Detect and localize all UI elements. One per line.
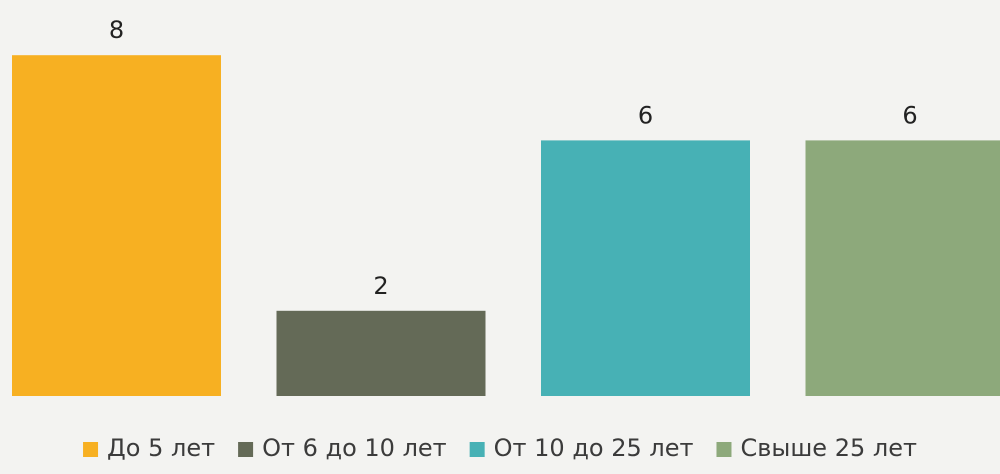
legend-swatch-1 <box>83 442 99 457</box>
legend-label-3: От 10 до 25 лет <box>494 434 694 462</box>
legend-swatch-4 <box>716 442 732 457</box>
legend-item-1: До 5 лет <box>83 434 215 462</box>
data-label-4: 6 <box>902 101 917 129</box>
bars-group <box>12 55 1000 396</box>
data-label-1: 8 <box>109 16 124 44</box>
legend-swatch-3 <box>469 442 485 457</box>
data-labels-group: 8 2 6 6 <box>109 16 918 300</box>
data-label-3: 6 <box>638 101 653 129</box>
bar-4 <box>805 140 1000 396</box>
legend-swatch-2 <box>238 442 254 457</box>
legend: До 5 лет От 6 до 10 лет От 10 до 25 лет Свы… <box>83 434 917 462</box>
legend-label-2: От 6 до 10 лет <box>262 434 447 462</box>
bar-1 <box>12 55 221 396</box>
legend-label-4: Свыше 25 лет <box>740 434 916 462</box>
legend-item-4: Свыше 25 лет <box>716 434 917 462</box>
data-label-2: 2 <box>373 272 388 300</box>
legend-label-1: До 5 лет <box>107 434 215 462</box>
bar-3 <box>541 140 750 396</box>
legend-item-2: От 6 до 10 лет <box>238 434 447 462</box>
bar-2 <box>276 310 486 396</box>
legend-item-3: От 10 до 25 лет <box>469 434 694 462</box>
